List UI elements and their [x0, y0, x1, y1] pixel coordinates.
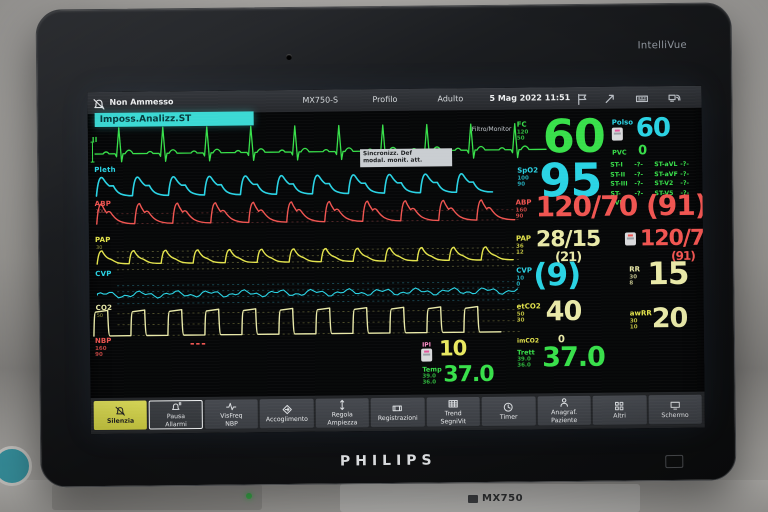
- admit-button[interactable]: Accoglimento: [259, 398, 314, 429]
- camera-dot: [285, 53, 293, 61]
- waveform-area: [90, 122, 547, 337]
- pap-tile[interactable]: PAP 36 12: [515, 234, 532, 256]
- awrr-value[interactable]: 20: [651, 302, 688, 335]
- rr-tile[interactable]: RR 30 8: [629, 265, 641, 287]
- arrow-up-right-icon[interactable]: [603, 91, 616, 104]
- abp-scale: 100: [95, 208, 106, 216]
- trett-value[interactable]: 37.0: [542, 341, 605, 374]
- background-module: [52, 484, 262, 510]
- nbp-mode-icon: [624, 232, 637, 246]
- person-icon: [560, 398, 568, 407]
- imco2-label: imCO2: [516, 337, 540, 345]
- recordings-button[interactable]: Registrazioni: [370, 397, 425, 428]
- alarm-off-icon[interactable]: [92, 96, 105, 110]
- pap-scale: 30: [95, 244, 103, 252]
- screen-button[interactable]: Schermo: [648, 394, 702, 425]
- clock-icon: [504, 402, 514, 412]
- screen-icon: [670, 401, 680, 410]
- power-led: [246, 493, 252, 499]
- nbp-value[interactable]: 120/70: [639, 225, 705, 252]
- cvp-value[interactable]: (9): [533, 256, 581, 294]
- pleth-wave-label[interactable]: Pleth: [94, 165, 116, 175]
- datetime[interactable]: 5 Mag 2022 11:51: [489, 93, 571, 103]
- cvp-wave-label[interactable]: CVP: [95, 269, 112, 279]
- abp-value[interactable]: 120/70 (91): [535, 188, 705, 224]
- device-model-label: MX750: [468, 493, 523, 504]
- patient-demographics-button[interactable]: Anagraf. Paziente: [537, 395, 591, 426]
- waveform-icon: [226, 402, 237, 411]
- ipi-value[interactable]: 10: [438, 336, 467, 361]
- pulse-source-icon: [611, 127, 623, 141]
- nbp-button[interactable]: VisFreq NBP: [204, 399, 259, 429]
- alarm-status-text: Non Ammesso: [109, 97, 174, 107]
- ipi-icon: [421, 348, 433, 362]
- bezel-logo-icon: [665, 454, 684, 469]
- monitor-screen: Non Ammesso MX750-S Profilo Adulto 5 Mag…: [87, 85, 705, 435]
- table-icon: [448, 399, 458, 408]
- etco2-tile[interactable]: etCO2 50 30: [516, 302, 541, 324]
- ecg-filter-label: Filtro/Monitor: [471, 125, 512, 134]
- vitals-trend-button[interactable]: Trend SegniVit: [426, 397, 481, 427]
- ecg-inop-message: Sincronizz. Def modal. monit. att.: [359, 148, 453, 168]
- adjust-size-button[interactable]: Regola Ampiezza: [315, 398, 370, 428]
- network-icon[interactable]: [667, 90, 681, 103]
- background-logo: [0, 446, 32, 486]
- pulse-label: Polso: [611, 118, 634, 127]
- nbp-tile[interactable]: NBP 160 90: [94, 336, 112, 358]
- equipment-bench: [0, 480, 768, 512]
- recorder-strip-icon: [393, 405, 403, 412]
- inop-banner[interactable]: Imposs.Analizz.ST: [94, 111, 254, 128]
- ecg-lead-label[interactable]: II: [91, 136, 98, 145]
- smartkeys-toolbar: Silenzia Pausa Allarmi VisFreq NBP Accog…: [90, 391, 705, 435]
- timer-button[interactable]: Timer: [481, 396, 536, 427]
- rr-value[interactable]: 15: [647, 255, 689, 293]
- pulse-value[interactable]: 60: [635, 113, 671, 144]
- pvc-label: PVC: [612, 148, 627, 157]
- silence-button[interactable]: Silenzia: [93, 400, 148, 431]
- background-module: [340, 484, 640, 512]
- bed-label[interactable]: MX750-S: [302, 95, 339, 105]
- temp-tile[interactable]: Temp 39.0 36.0: [422, 365, 442, 386]
- cvp-tile[interactable]: CVP 10 0: [516, 266, 533, 288]
- pap-wave-label[interactable]: PAP: [94, 235, 111, 245]
- admit-icon: [282, 404, 292, 415]
- bell-slash-icon: [115, 406, 126, 416]
- etco2-value[interactable]: 40: [545, 295, 582, 328]
- co2-scale: 50: [96, 312, 104, 320]
- philips-wordmark: PHILIPS: [339, 452, 437, 470]
- trett-tile[interactable]: Trett 39.0 36.0: [517, 348, 535, 369]
- hr-tile[interactable]: FC 120 50: [516, 120, 529, 142]
- nbp-missing-value: ---: [189, 336, 207, 351]
- profile-item[interactable]: Profilo: [372, 94, 398, 105]
- intellivue-wordmark: IntelliVue: [637, 39, 687, 52]
- status-bar: Non Ammesso MX750-S Profilo Adulto 5 Mag…: [87, 85, 702, 115]
- pause-alarms-button[interactable]: Pausa Allarmi: [149, 399, 203, 430]
- monitor-bezel: IntelliVue PHILIPS Non Ammesso MX750-S P…: [35, 2, 737, 488]
- abp-wave-label[interactable]: ABP: [94, 199, 112, 209]
- temp-value[interactable]: 37.0: [443, 361, 494, 388]
- patient-category[interactable]: Adulto: [437, 94, 464, 104]
- pvc-value[interactable]: 0: [637, 143, 647, 159]
- more-button[interactable]: Altri: [592, 395, 647, 425]
- abp-tile[interactable]: ABP 160 90: [515, 198, 532, 220]
- spo2-tile[interactable]: SpO2 100 90: [517, 166, 539, 188]
- pap-value[interactable]: 28/15: [535, 226, 601, 253]
- device-logo-icon: [468, 494, 478, 503]
- up-down-arrows-icon: [340, 399, 345, 410]
- co2-wave-label[interactable]: CO2: [95, 303, 113, 313]
- awrr-tile[interactable]: awRR 30 10: [629, 309, 652, 331]
- bell-pause-icon: [171, 401, 181, 410]
- keyboard-icon[interactable]: [635, 90, 649, 103]
- grid-icon: [615, 401, 624, 411]
- flag-icon[interactable]: [575, 91, 588, 105]
